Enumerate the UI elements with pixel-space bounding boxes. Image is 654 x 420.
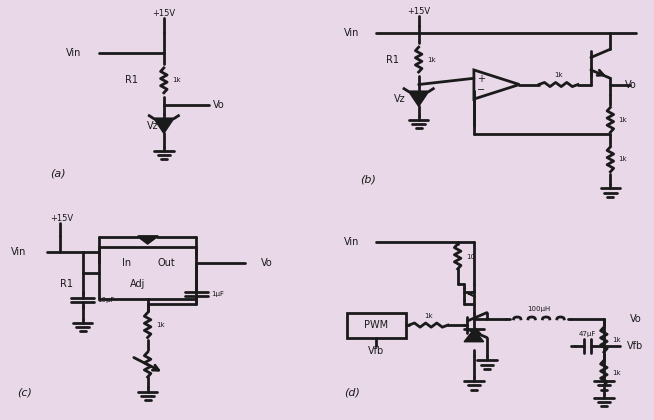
Text: 1k: 1k (619, 117, 627, 123)
Polygon shape (154, 119, 173, 134)
Text: Vo: Vo (262, 258, 273, 268)
Text: Vin: Vin (344, 237, 359, 247)
Text: (a): (a) (50, 168, 66, 178)
Text: +15V: +15V (407, 7, 430, 16)
Text: R1: R1 (386, 55, 399, 65)
Text: 1k: 1k (554, 72, 562, 78)
Polygon shape (138, 237, 158, 244)
Text: Vfb: Vfb (368, 346, 385, 356)
Text: 1k: 1k (612, 370, 621, 376)
Text: Vo: Vo (625, 79, 636, 89)
Text: Out: Out (158, 258, 175, 268)
Text: 1k: 1k (619, 156, 627, 163)
Text: Vz: Vz (394, 94, 405, 104)
Text: R1: R1 (125, 75, 138, 85)
Text: (d): (d) (344, 388, 360, 398)
Text: 1µF: 1µF (211, 291, 224, 297)
Text: In: In (122, 258, 131, 268)
Text: +15V: +15V (50, 214, 73, 223)
Text: 1k: 1k (424, 313, 433, 319)
Text: +: + (477, 74, 485, 84)
Polygon shape (409, 92, 428, 106)
Text: +15V: +15V (152, 9, 175, 18)
Text: 47µF: 47µF (579, 331, 596, 336)
Text: 1k: 1k (156, 322, 164, 328)
Text: Vo: Vo (213, 100, 224, 110)
Text: PWM: PWM (364, 320, 388, 330)
Bar (347, 312, 405, 338)
Text: Vin: Vin (11, 247, 27, 257)
Text: R1: R1 (60, 278, 73, 289)
Text: 10: 10 (466, 254, 475, 260)
Text: Vin: Vin (66, 48, 82, 58)
Text: Adj: Adj (130, 278, 146, 289)
Polygon shape (464, 329, 484, 342)
Text: 1k: 1k (612, 337, 621, 343)
Text: Vin: Vin (344, 28, 359, 37)
Text: Vo: Vo (630, 314, 642, 324)
Text: Vfb: Vfb (627, 341, 643, 351)
Text: (c): (c) (18, 388, 33, 398)
Text: 1k: 1k (427, 57, 436, 63)
Bar (99, 247, 196, 299)
Text: Vz: Vz (147, 121, 159, 131)
Text: −: − (477, 85, 485, 95)
Text: (b): (b) (360, 174, 376, 184)
Text: 10µF: 10µF (97, 297, 114, 303)
Text: 1k: 1k (172, 77, 181, 83)
Text: 100µH: 100µH (527, 306, 551, 312)
